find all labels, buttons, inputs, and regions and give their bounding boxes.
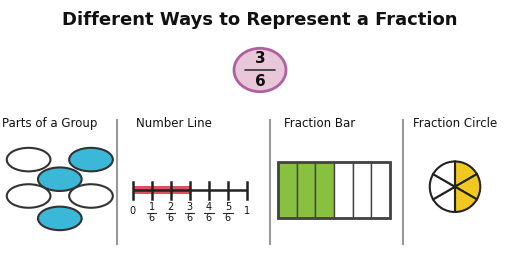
Text: Fraction Bar: Fraction Bar — [284, 117, 356, 130]
Text: 0: 0 — [129, 206, 136, 216]
Bar — [133, 186, 190, 194]
Circle shape — [7, 184, 50, 208]
Text: 4: 4 — [206, 202, 212, 212]
Wedge shape — [455, 162, 477, 187]
Text: 6: 6 — [206, 213, 212, 223]
Bar — [371, 162, 390, 218]
Circle shape — [7, 148, 50, 171]
Text: Number Line: Number Line — [136, 117, 212, 130]
Circle shape — [38, 207, 82, 230]
Bar — [316, 162, 334, 218]
Text: 5: 5 — [225, 202, 231, 212]
Wedge shape — [433, 162, 455, 187]
Wedge shape — [455, 187, 477, 212]
Text: 3: 3 — [187, 202, 193, 212]
Wedge shape — [433, 187, 455, 212]
Circle shape — [38, 167, 82, 191]
Bar — [278, 162, 390, 218]
Text: Fraction Circle: Fraction Circle — [413, 117, 497, 130]
Text: 6: 6 — [187, 213, 193, 223]
Text: 6: 6 — [149, 213, 155, 223]
Text: 6: 6 — [167, 213, 174, 223]
Bar — [297, 162, 316, 218]
Text: Parts of a Group: Parts of a Group — [2, 117, 97, 130]
Text: 2: 2 — [167, 202, 174, 212]
Ellipse shape — [234, 48, 286, 92]
Bar — [353, 162, 371, 218]
Text: 1: 1 — [149, 202, 155, 212]
Text: 6: 6 — [255, 74, 265, 89]
Text: 6: 6 — [225, 213, 231, 223]
Text: Different Ways to Represent a Fraction: Different Ways to Represent a Fraction — [62, 11, 458, 29]
Circle shape — [69, 184, 113, 208]
Text: 3: 3 — [255, 51, 265, 66]
Bar — [334, 162, 353, 218]
Bar — [278, 162, 297, 218]
Wedge shape — [430, 174, 455, 199]
Circle shape — [69, 148, 113, 171]
Text: 1: 1 — [244, 206, 250, 216]
Wedge shape — [455, 174, 480, 199]
